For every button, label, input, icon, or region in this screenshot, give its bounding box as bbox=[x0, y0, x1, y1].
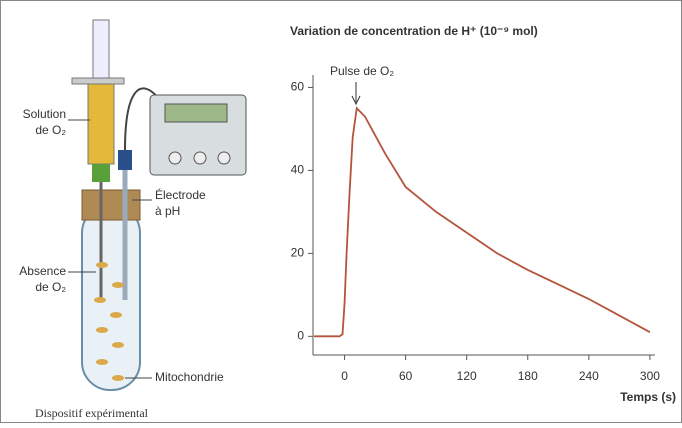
line bbox=[314, 106, 651, 338]
label: Électrode bbox=[155, 187, 206, 202]
caption: Dispositif expérimental bbox=[35, 406, 149, 420]
x-tick-label: 240 bbox=[579, 369, 599, 383]
x-tick-label: 60 bbox=[399, 369, 413, 383]
annotation: Pulse de O₂ bbox=[330, 64, 394, 78]
annotation-arrow bbox=[351, 82, 361, 106]
label: Mitochondrie bbox=[155, 370, 224, 384]
chart-title: Variation de concentration de H⁺ (10⁻⁹ m… bbox=[290, 24, 538, 38]
label: Solution bbox=[23, 107, 66, 121]
label: à pH bbox=[155, 204, 180, 218]
label: de O₂ bbox=[35, 123, 66, 137]
y-tick-label: 60 bbox=[291, 80, 305, 94]
x-tick-label: 180 bbox=[518, 369, 538, 383]
apparatus bbox=[68, 19, 247, 391]
y-tick-label: 20 bbox=[291, 246, 305, 260]
y-tick-label: 0 bbox=[297, 329, 304, 343]
y-tick-label: 40 bbox=[291, 163, 305, 177]
x-tick-label: 0 bbox=[341, 369, 348, 383]
label: Absence bbox=[19, 264, 66, 278]
label: de O₂ bbox=[35, 280, 66, 294]
x-axis-label: Temps (s) bbox=[620, 390, 676, 404]
x-tick-label: 300 bbox=[640, 369, 660, 383]
x-tick-label: 120 bbox=[457, 369, 477, 383]
